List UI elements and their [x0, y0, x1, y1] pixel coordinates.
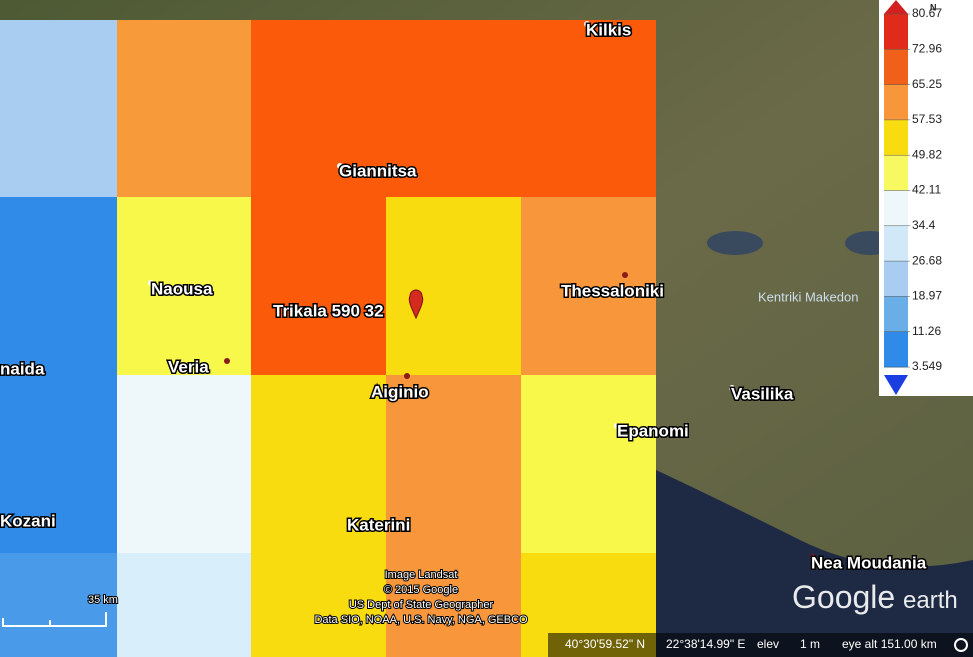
overlay-cell — [521, 197, 656, 375]
legend-band — [884, 296, 908, 333]
legend-unit: N — [930, 2, 937, 12]
place-label[interactable]: Epanomi — [616, 420, 691, 442]
pin[interactable] — [408, 289, 424, 320]
overlay-cell — [117, 197, 251, 375]
attribution-line: US Dept of State Geographer — [349, 599, 494, 611]
overlay-cell — [386, 20, 521, 197]
legend-arrow-bottom — [884, 375, 908, 395]
legend-band — [884, 190, 908, 227]
heatmap-overlay — [0, 20, 656, 657]
place-label[interactable]: Aiginio — [370, 381, 431, 403]
place-label[interactable]: Thessaloniki — [560, 280, 666, 302]
overlay-cell — [386, 553, 521, 657]
legend-label: 65.25 — [912, 77, 942, 91]
logo-brand: Google — [792, 579, 895, 615]
place-label[interactable]: Veria — [167, 356, 211, 378]
place-label[interactable]: Vasilika — [730, 383, 796, 405]
region-label[interactable]: Kentriki Makedon — [758, 289, 858, 304]
logo: Google earth — [792, 579, 958, 615]
overlay-cell — [0, 20, 117, 197]
overlay-cell — [521, 20, 656, 197]
overlay-cell — [0, 375, 117, 553]
overlay-cell — [251, 20, 386, 197]
legend-label: 72.96 — [912, 41, 942, 55]
place-labels: Kilkis Giannitsa Naousa Trikala 590 32 T… — [0, 19, 929, 574]
status-eye: eye alt 151.00 km — [842, 637, 937, 651]
overlay-cell — [521, 375, 656, 553]
legend-band — [884, 14, 908, 50]
overlay-cell — [386, 375, 521, 553]
legend-band — [884, 84, 908, 121]
place-label[interactable]: Trikala 590 32 — [272, 300, 386, 322]
legend-band — [884, 225, 908, 262]
legend-label: 18.97 — [912, 289, 942, 303]
overlay-cell — [251, 553, 386, 657]
status-lat: 40°30'59.52" N — [565, 637, 645, 651]
legend-arrow-top — [884, 0, 908, 14]
place-label[interactable]: Katerini — [346, 514, 412, 536]
legend-label: 49.82 — [912, 147, 942, 161]
place-label[interactable]: Naousa — [150, 278, 215, 300]
legend-label: 34.4 — [912, 218, 936, 232]
overlay-cell — [251, 197, 386, 375]
status-lon: 22°38'14.99" E — [666, 637, 745, 651]
attribution: Image Landsat © 2015 Google US Dept of S… — [313, 568, 529, 627]
legend-label: 3.549 — [912, 359, 942, 373]
legend-band — [884, 119, 908, 156]
status-icon[interactable] — [954, 638, 968, 652]
place-label[interactable]: Kilkis — [585, 19, 633, 41]
legend-band — [884, 261, 908, 297]
overlay-cell — [0, 197, 117, 375]
legend-label: 11.26 — [912, 324, 941, 338]
legend-label: 80.67 — [912, 6, 942, 20]
legend-band — [884, 49, 908, 86]
status-bar — [548, 633, 973, 657]
place-label[interactable]: naida — [0, 358, 46, 380]
legend-label: 42.11 — [912, 183, 941, 197]
overlay-cell — [0, 553, 117, 657]
lake — [707, 231, 763, 255]
place-label[interactable]: Kozani — [0, 510, 57, 532]
overlay-cell — [117, 375, 251, 553]
overlay-cell — [117, 20, 251, 197]
legend-label: 26.68 — [912, 253, 942, 267]
logo-product: earth — [903, 587, 958, 614]
legend-band — [884, 155, 908, 191]
attribution-line: Image Landsat — [385, 569, 458, 581]
legend: N 80.67 72.96 65.25 57.53 49.82 42.11 34.4 26.6… — [879, 0, 973, 396]
legend-label: 57.53 — [912, 112, 942, 126]
overlay-cell — [251, 375, 386, 553]
attribution-line: © 2015 Google — [384, 584, 458, 596]
place-label[interactable]: Nea Moudania — [810, 552, 929, 574]
attribution-line: Data SIO, NOAA, U.S. Navy, NGA, GEBCO — [314, 614, 528, 626]
overlay-cell — [386, 197, 521, 375]
place-label[interactable]: Giannitsa — [338, 160, 419, 182]
overlay-cell — [117, 553, 251, 657]
status-elev: 1 m — [800, 637, 820, 651]
sea — [656, 470, 973, 657]
legend-band — [884, 331, 908, 368]
scale-bar: 35 km — [2, 593, 119, 627]
scale-label: 35 km — [88, 594, 118, 606]
status-elev-label: elev — [757, 637, 779, 651]
